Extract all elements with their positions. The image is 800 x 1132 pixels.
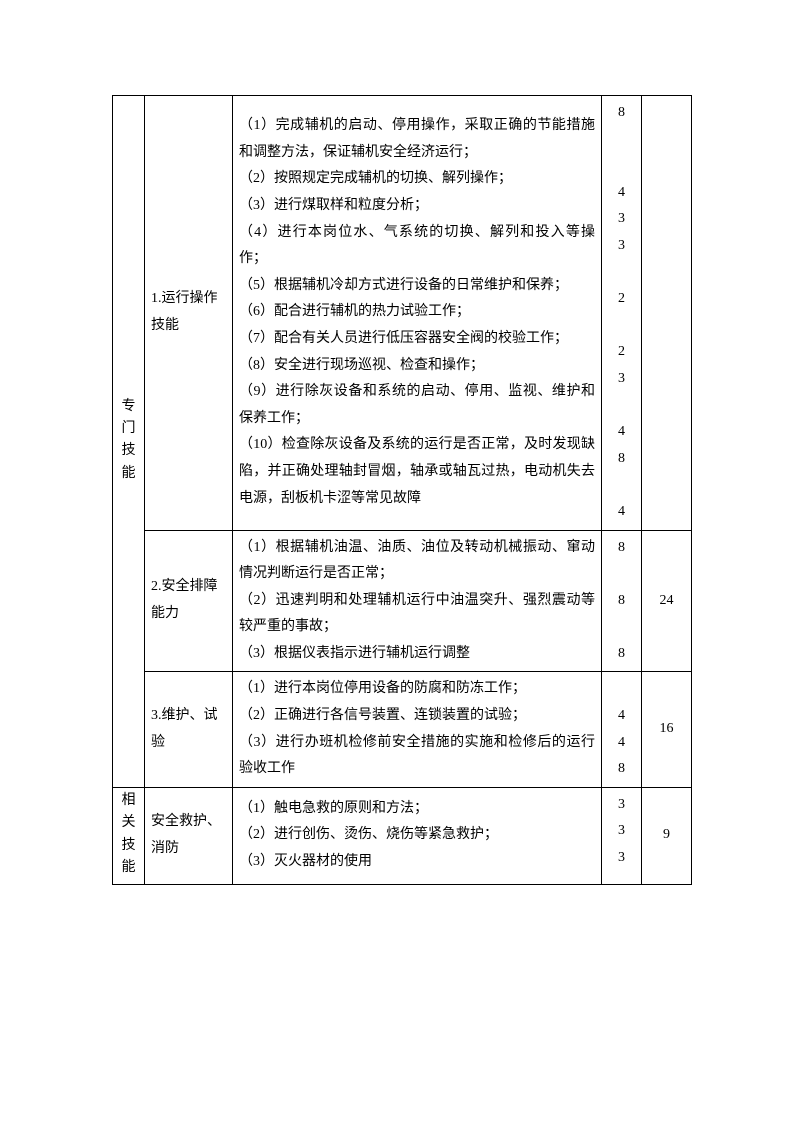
category-label: 专门技能 [122,396,136,486]
total-cell: 16 [642,672,692,787]
category-label: 相关技能 [122,790,136,880]
content-item: （8）安全进行现场巡视、检查和操作； [239,353,595,380]
content-item: （5）根据辅机冷却方式进行设备的日常维护和保养； [239,273,595,300]
total-cell: 9 [642,787,692,884]
content-item: （1）进行本岗位停用设备的防腐和防冻工作； [239,676,595,703]
score-cell: 8 4 3 3 2 2 3 4 8 4 [602,96,642,531]
content-item: （4）进行本岗位水、气系统的切换、解列和投入等操作； [239,220,595,273]
skill-label: 3.维护、试验 [151,708,218,750]
skill-label: 2.安全排障能力 [151,579,218,621]
content-item: （1）根据辅机油温、油质、油位及转动机械振动、窜动情况判断运行是否正常； [239,535,595,588]
skill-cell: 1.运行操作技能 [145,96,233,531]
content-item: （9）进行除灰设备和系统的启动、停用、监视、维护和保养工作； [239,379,595,432]
content-cell: （1）触电急救的原则和方法； （2）进行创伤、烫伤、烧伤等紧急救护； （3）灭火… [233,787,602,884]
content-item: （2）正确进行各信号装置、连锁装置的试验； [239,703,595,730]
skills-table: 专门技能 1.运行操作技能 （1）完成辅机的启动、停用操作，采取正确的节能措施和… [112,95,692,885]
content-item: （2）迅速判明和处理辅机运行中油温突升、强烈震动等较严重的事故； [239,588,595,641]
content-item: （7）配合有关人员进行低压容器安全阀的校验工作； [239,326,595,353]
skill-label: 安全救护、消防 [151,814,221,856]
score-cell: 8 8 8 [602,530,642,672]
content-item: （3）根据仪表指示进行辅机运行调整 [239,641,595,668]
content-item: （6）配合进行辅机的热力试验工作； [239,299,595,326]
content-item: （1）完成辅机的启动、停用操作，采取正确的节能措施和调整方法，保证辅机安全经济运… [239,113,595,166]
content-item: （2）进行创伤、烫伤、烧伤等紧急救护； [239,822,595,849]
score-cell: 4 4 8 [602,672,642,787]
total-cell [642,96,692,531]
content-cell: （1）根据辅机油温、油质、油位及转动机械振动、窜动情况判断运行是否正常； （2）… [233,530,602,672]
skill-cell: 安全救护、消防 [145,787,233,884]
content-cell: （1）进行本岗位停用设备的防腐和防冻工作； （2）正确进行各信号装置、连锁装置的… [233,672,602,787]
content-item: （1）触电急救的原则和方法； [239,796,595,823]
content-item: （10）检查除灰设备及系统的运行是否正常，及时发现缺陷，并正确处理轴封冒烟，轴承… [239,432,595,512]
total-cell: 24 [642,530,692,672]
skill-cell: 3.维护、试验 [145,672,233,787]
content-item: （3）灭火器材的使用 [239,849,595,876]
content-cell: （1）完成辅机的启动、停用操作，采取正确的节能措施和调整方法，保证辅机安全经济运… [233,96,602,531]
content-item: （2）按照规定完成辅机的切换、解列操作； [239,166,595,193]
category-cell-special: 专门技能 [113,96,145,788]
skill-label: 1.运行操作技能 [151,291,218,333]
skill-cell: 2.安全排障能力 [145,530,233,672]
content-item: （3）进行煤取样和粒度分析； [239,193,595,220]
score-cell: 3 3 3 [602,787,642,884]
category-cell-related: 相关技能 [113,787,145,884]
content-item: （3）进行办班机检修前安全措施的实施和检修后的运行验收工作 [239,730,595,783]
